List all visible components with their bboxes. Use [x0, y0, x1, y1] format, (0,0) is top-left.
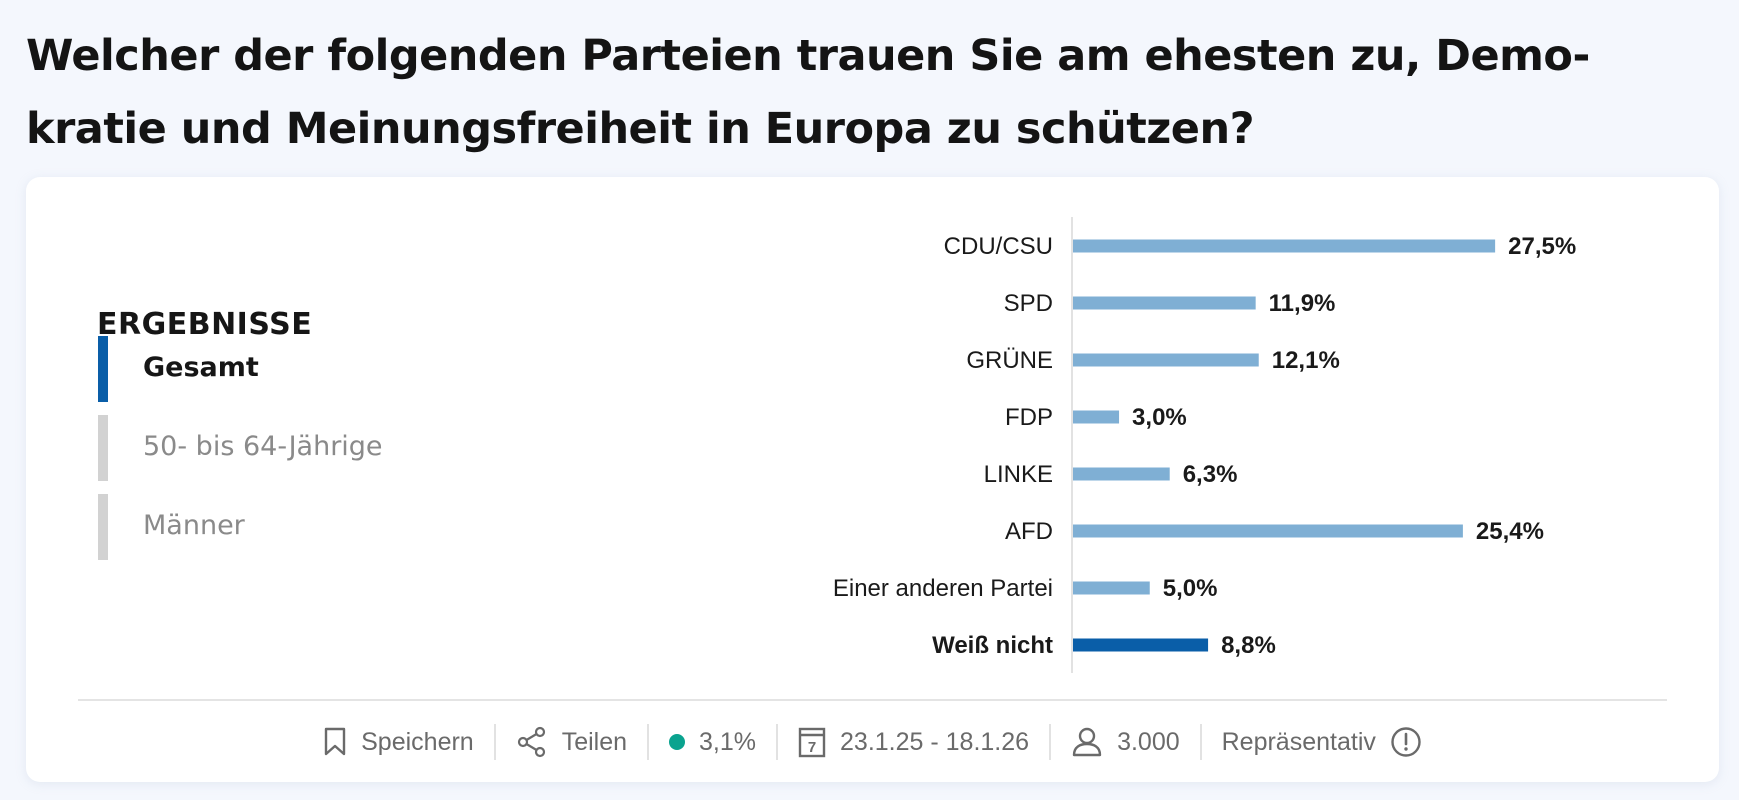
representative-label: Repräsentativ	[1221, 727, 1376, 756]
tab-indicator	[98, 336, 108, 402]
info-exclamation-icon[interactable]	[1390, 726, 1422, 758]
bar	[1073, 296, 1256, 310]
bar	[1073, 467, 1170, 481]
separator	[493, 724, 496, 760]
value-label: 25,4%	[1476, 518, 1544, 545]
separator	[776, 724, 779, 760]
tab-indicator	[98, 415, 108, 481]
category-label: AFD	[1005, 518, 1053, 545]
bar	[1073, 638, 1209, 652]
tab-label: Gesamt	[143, 352, 259, 383]
value-label: 6,3%	[1183, 461, 1238, 488]
bar	[1073, 410, 1120, 424]
value-label: 12,1%	[1272, 347, 1340, 374]
share-icon	[516, 726, 548, 758]
category-label: Weiß nicht	[932, 632, 1053, 659]
share-button[interactable]: Teilen	[496, 724, 647, 760]
tab-50-64[interactable]: 50- bis 64-Jährige	[98, 415, 498, 481]
tab-maenner[interactable]: Männer	[98, 494, 498, 560]
representative-info[interactable]: Repräsentativ	[1202, 724, 1442, 760]
tab-label: 50- bis 64-Jährige	[143, 431, 383, 462]
results-card: ERGEBNISSE Gesamt 50- bis 64-Jährige Män…	[26, 177, 1719, 782]
bookmark-icon	[323, 727, 347, 757]
calendar-icon: 7	[798, 726, 826, 758]
value-label: 27,5%	[1508, 233, 1576, 260]
bars-group: CDU/CSU 27,5% SPD 11,9% GRÜNE 12,1% FDP 3,0% LIN…	[833, 233, 1576, 659]
separator	[1049, 724, 1052, 760]
value-label: 5,0%	[1163, 575, 1218, 602]
status-dot-icon	[669, 734, 686, 750]
page-title: Welcher der folgenden Parteien trauen Si…	[26, 31, 1590, 154]
bar-chart: CDU/CSU 27,5% SPD 11,9% GRÜNE 12,1% FDP 3,0% LIN…	[833, 217, 1576, 673]
respondents: 3.000	[1051, 724, 1200, 760]
save-label: Speichern	[361, 727, 474, 756]
value-label: 8,8%	[1221, 632, 1276, 659]
category-label: LINKE	[984, 461, 1053, 488]
respondents-value: 3.000	[1117, 727, 1180, 756]
date-range: 7 23.1.25 - 18.1.26	[778, 724, 1049, 760]
category-label: SPD	[1004, 290, 1053, 317]
tab-indicator	[98, 494, 108, 560]
error-margin: 3,1%	[649, 724, 776, 760]
bar	[1073, 524, 1463, 538]
category-label: GRÜNE	[966, 347, 1053, 374]
value-label: 11,9%	[1269, 290, 1336, 317]
category-label: FDP	[1005, 404, 1053, 431]
date-range-value: 23.1.25 - 18.1.26	[840, 727, 1030, 756]
results-heading: ERGEBNISSE	[97, 307, 313, 342]
footer-bar: Speichern Teilen 3,1% 7 23.1.25 - 18.1.2…	[26, 717, 1719, 767]
bar	[1073, 239, 1496, 253]
bar	[1073, 353, 1259, 367]
bar	[1073, 581, 1150, 595]
tab-label: Männer	[143, 510, 245, 541]
share-label: Teilen	[561, 727, 628, 756]
svg-text:7: 7	[808, 739, 816, 756]
separator	[1199, 724, 1202, 760]
footer-divider	[78, 699, 1667, 701]
separator	[647, 724, 650, 760]
value-label: 3,0%	[1132, 404, 1187, 431]
category-label: CDU/CSU	[944, 233, 1053, 260]
save-button[interactable]: Speichern	[303, 724, 494, 760]
category-label: Einer anderen Partei	[833, 575, 1053, 602]
tab-gesamt[interactable]: Gesamt	[98, 336, 498, 402]
person-icon	[1071, 726, 1103, 758]
error-margin-value: 3,1%	[699, 727, 757, 756]
